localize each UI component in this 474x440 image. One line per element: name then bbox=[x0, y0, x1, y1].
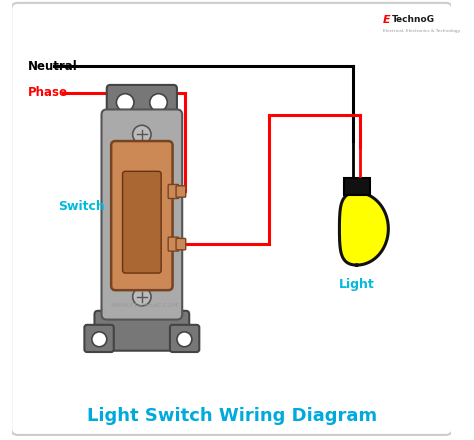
Polygon shape bbox=[339, 192, 388, 265]
Text: Light Switch Wiring Diagram: Light Switch Wiring Diagram bbox=[87, 407, 377, 425]
FancyBboxPatch shape bbox=[11, 3, 452, 435]
Text: Neutral: Neutral bbox=[28, 60, 78, 73]
Text: Light: Light bbox=[339, 278, 374, 291]
Circle shape bbox=[150, 94, 167, 111]
Circle shape bbox=[177, 332, 192, 347]
Text: Electrical, Electronics & Technology: Electrical, Electronics & Technology bbox=[383, 29, 460, 33]
Text: E: E bbox=[383, 15, 391, 25]
FancyBboxPatch shape bbox=[168, 184, 179, 198]
FancyBboxPatch shape bbox=[344, 178, 370, 194]
FancyBboxPatch shape bbox=[176, 238, 186, 250]
FancyBboxPatch shape bbox=[176, 186, 186, 197]
Text: Phase: Phase bbox=[28, 86, 68, 99]
Circle shape bbox=[133, 288, 151, 306]
FancyBboxPatch shape bbox=[107, 85, 177, 121]
FancyBboxPatch shape bbox=[111, 141, 173, 290]
FancyBboxPatch shape bbox=[101, 110, 182, 319]
Circle shape bbox=[133, 125, 151, 144]
Text: TechnoG: TechnoG bbox=[392, 15, 435, 24]
Circle shape bbox=[92, 332, 107, 347]
Text: Switch: Switch bbox=[58, 200, 105, 213]
FancyBboxPatch shape bbox=[170, 325, 199, 352]
FancyBboxPatch shape bbox=[168, 237, 179, 251]
Circle shape bbox=[117, 94, 134, 111]
FancyBboxPatch shape bbox=[94, 311, 189, 351]
FancyBboxPatch shape bbox=[123, 171, 161, 273]
Text: WWW.ETechnoG.COM: WWW.ETechnoG.COM bbox=[110, 303, 178, 308]
FancyBboxPatch shape bbox=[84, 325, 114, 352]
